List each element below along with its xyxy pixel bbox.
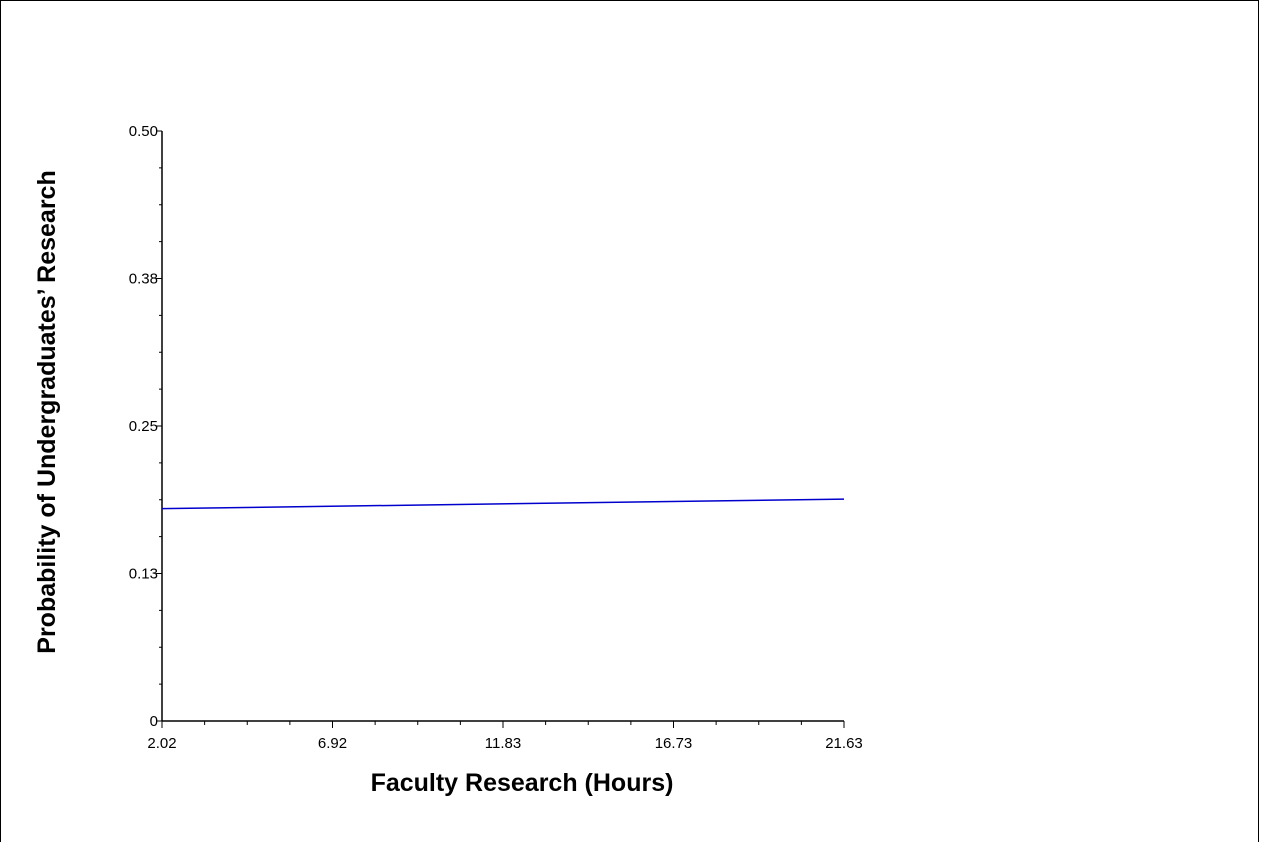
series — [161, 498, 845, 510]
tick-labels: 0 0.13 0.25 0.38 0.50 2.02 6.92 11.83 16.73 21.63 — [129, 123, 863, 752]
y-tick-label: 0.25 — [129, 418, 158, 435]
y-tick-label: 0.13 — [129, 566, 158, 583]
x-tick-label: 6.92 — [318, 735, 347, 752]
y-tick-label: 0 — [150, 713, 158, 730]
ticks — [156, 130, 845, 728]
y-tick-label: 0.38 — [129, 271, 158, 288]
series-line — [161, 498, 845, 510]
axes — [161, 131, 844, 722]
x-axis-title: Faculty Research (Hours) — [371, 769, 674, 797]
x-tick-label: 11.83 — [485, 735, 521, 752]
y-axis-title: Probability of Undergraduates’ Research — [33, 170, 61, 653]
x-tick-label: 16.73 — [655, 735, 693, 752]
y-tick-label: 0.50 — [129, 123, 158, 140]
x-tick-label: 2.02 — [147, 735, 176, 752]
x-tick-label: 21.63 — [825, 735, 863, 752]
